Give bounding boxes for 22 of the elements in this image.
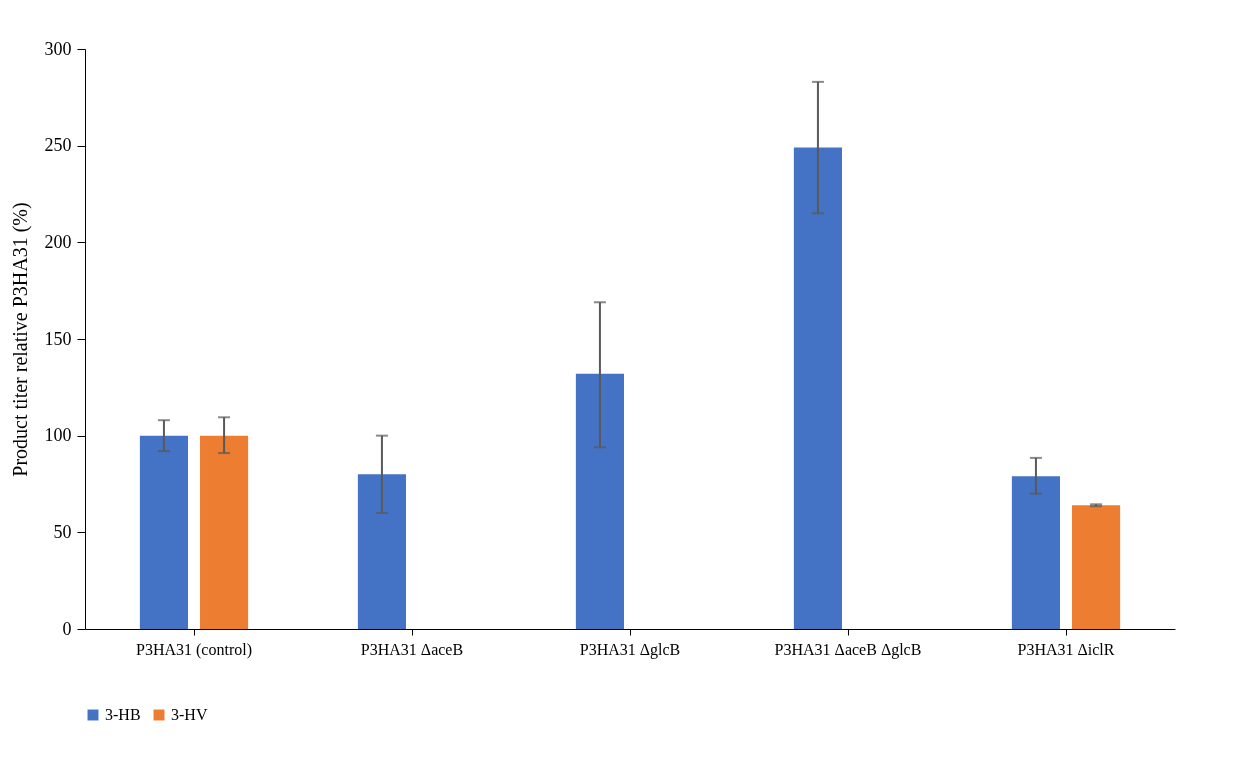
y-tick-label: 300 — [44, 38, 72, 59]
bar — [1072, 505, 1121, 629]
y-tick-label: 100 — [44, 425, 72, 446]
bar — [575, 373, 624, 629]
legend-label: 3-HV — [171, 706, 208, 723]
bar — [1011, 476, 1060, 629]
y-tick-label: 150 — [44, 328, 72, 349]
legend-label: 3-HB — [105, 706, 141, 723]
y-tick-label: 0 — [62, 618, 72, 639]
bar — [200, 435, 249, 629]
bar — [793, 147, 842, 629]
x-tick-label: P3HA31 ΔglcB — [579, 640, 681, 659]
bar — [139, 435, 188, 629]
x-tick-label: P3HA31 ΔaceB — [360, 640, 464, 658]
x-tick-label: P3HA31 ΔiclR — [1017, 640, 1115, 658]
x-tick-label: P3HA31 (control) — [136, 640, 252, 659]
bar — [357, 474, 406, 629]
y-tick-label: 250 — [44, 135, 72, 156]
y-tick-label: 50 — [53, 521, 72, 542]
x-tick-label: P3HA31 ΔaceB ΔglcB — [774, 640, 922, 659]
y-tick-label: 200 — [44, 231, 72, 252]
y-axis-title: Product titer relative P3HA31 (%) — [8, 202, 32, 477]
